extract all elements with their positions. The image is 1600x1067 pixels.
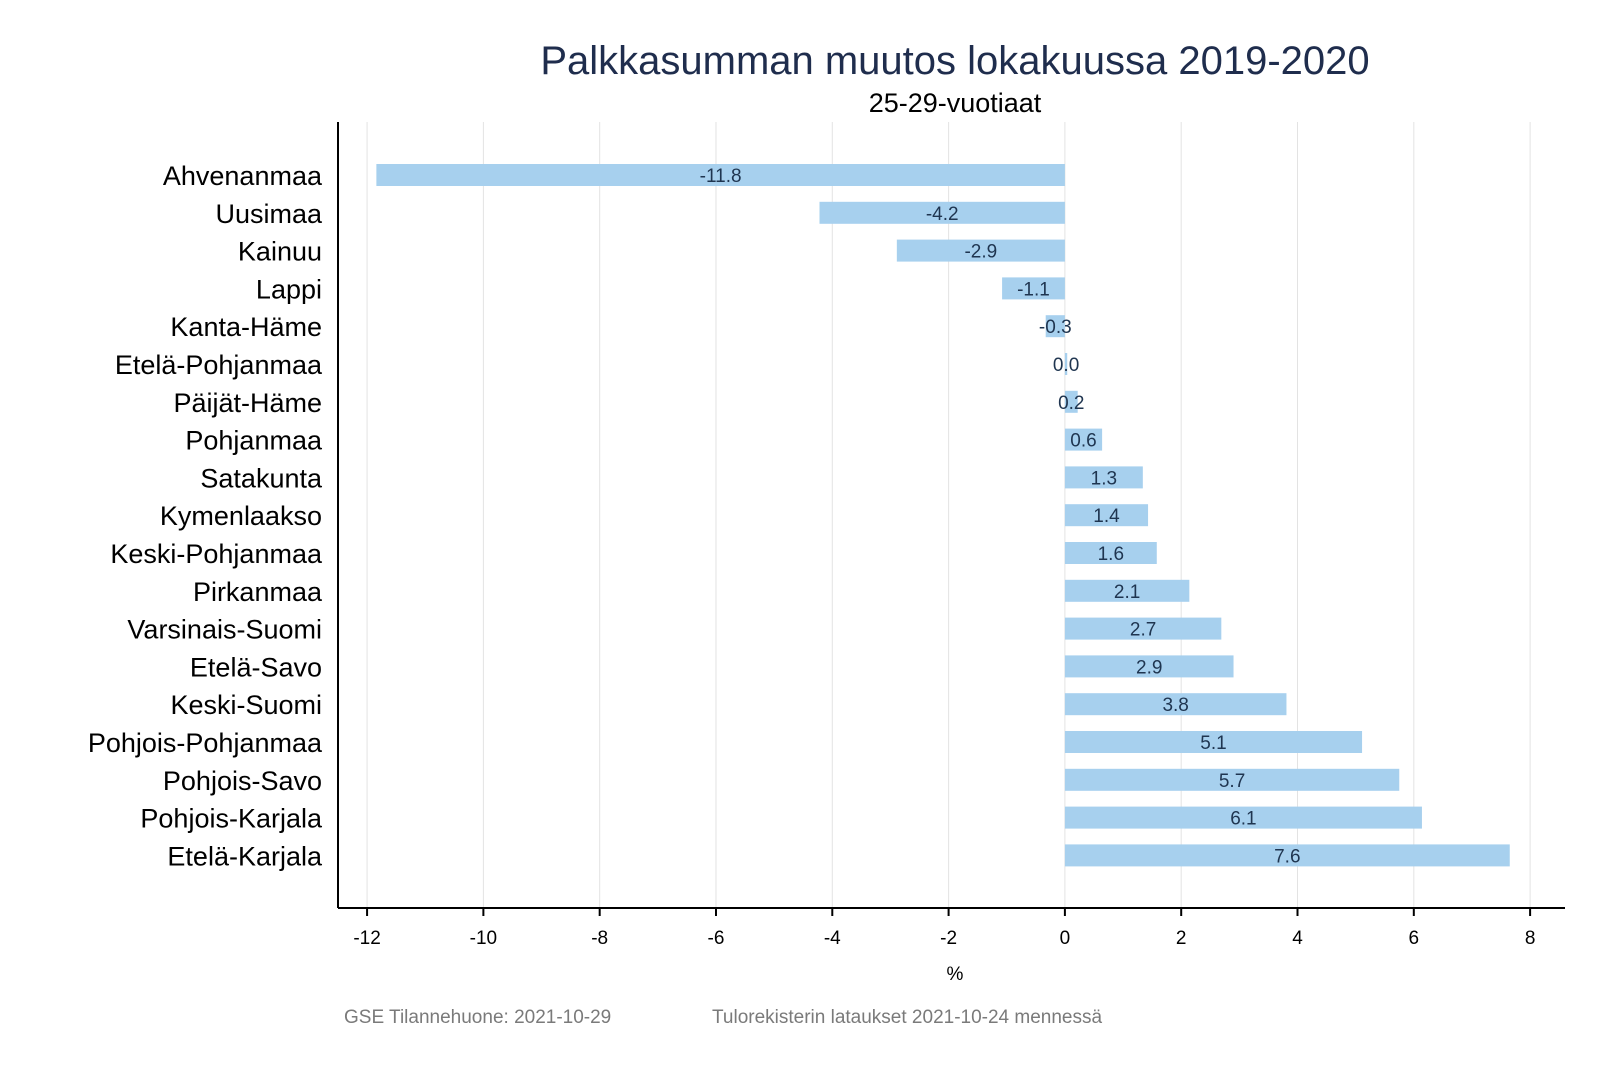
category-label: Kainuu [238,237,322,267]
bars [376,164,1510,867]
bar [1064,844,1510,867]
bar [1064,428,1103,451]
x-tick-label: -12 [353,928,380,949]
category-label: Pohjois-Pohjanmaa [88,728,323,758]
category-label: Keski-Suomi [170,690,322,720]
x-tick-label: -2 [940,928,957,949]
x-axis-label: % [947,964,964,985]
chart-title: Palkkasumman muutos lokakuussa 2019-2020 [540,39,1369,83]
x-tick-label: -6 [708,928,725,949]
x-axis-ticks: -12 -10 -8 -6 -4 -2 0 2 4 6 8 [353,908,1535,949]
bar [1064,579,1190,602]
bar [1064,617,1222,640]
category-label: Etelä-Pohjanmaa [115,350,323,380]
category-label: Päijät-Häme [173,388,322,418]
x-tick-label: 4 [1292,928,1303,949]
bar [819,201,1065,224]
bar-value-label: 6.1 [1230,809,1256,830]
category-label: Satakunta [200,463,323,493]
bar-value-label: -11.8 [700,166,742,187]
bar [1064,542,1157,564]
bar-value-label: 1.4 [1093,506,1120,527]
bar-value-label: 7.6 [1274,846,1300,867]
category-label: Keski-Pohjanmaa [110,539,323,569]
data-labels: -11.8 -4.2-2.9 -1.1 -0.3 0.0 0.2 0.6 1.3 1.4 1.6 2… [700,166,1301,867]
category-label: Pohjanmaa [185,426,323,456]
bar [1064,655,1234,678]
category-label: Etelä-Savo [190,652,322,682]
chart-subtitle: 25-29-vuotiaat [869,88,1042,118]
category-label: Lappi [256,274,322,304]
bar [1002,277,1065,300]
category-labels: Ahvenanmaa Uusimaa Kainuu Lappi Kanta-Häme Et… [88,161,323,871]
bar-value-label: 2.9 [1136,657,1162,678]
x-tick-label: 2 [1176,928,1187,949]
bar-value-label: 1.6 [1098,544,1124,565]
x-tick-label: 0 [1060,928,1071,949]
category-label: Pohjois-Savo [163,766,322,796]
bar-value-label: 0.6 [1070,431,1096,452]
category-label: Uusimaa [215,199,323,229]
bar-value-label: 2.7 [1130,620,1156,641]
bar-value-label: 0.2 [1058,393,1084,414]
bar [1064,504,1149,527]
bar [1064,693,1287,716]
bar-value-label: -0.3 [1039,317,1072,338]
bar-value-label: 3.8 [1162,695,1188,716]
category-label: Ahvenanmaa [163,161,323,191]
x-tick-label: -8 [591,928,608,949]
footer-note: Tulorekisterin lataukset 2021-10-24 menn… [712,1007,1102,1028]
bar [1064,806,1422,829]
category-label: Etelä-Karjala [167,841,323,871]
bar-value-label: 5.7 [1219,771,1245,792]
bar-value-label: -1.1 [1017,279,1050,300]
footer-source: GSE Tilannehuone: 2021-10-29 [344,1007,611,1028]
x-tick-label: -10 [470,928,497,949]
bar [1045,315,1065,338]
category-label: Pohjois-Karjala [140,804,323,834]
x-tick-label: 8 [1525,928,1536,949]
category-label: Varsinais-Suomi [127,615,322,645]
bar-value-label: -4.2 [926,204,959,225]
bar-value-label: 2.1 [1114,582,1140,603]
bar [896,239,1065,262]
bar [1064,768,1400,791]
bar-value-label: 1.3 [1091,468,1117,489]
x-tick-label: -4 [824,928,841,949]
bar-value-label: -2.9 [964,242,997,263]
bar [1064,390,1078,413]
category-label: Pirkanmaa [193,577,323,607]
bar [1064,353,1068,375]
category-label: Kanta-Häme [170,312,322,342]
bar-value-label: 5.1 [1200,733,1226,754]
bar [376,164,1065,186]
bar-value-label: 0.0 [1053,355,1079,376]
bar [1064,466,1143,489]
x-tick-label: 6 [1409,928,1420,949]
category-label: Kymenlaakso [160,501,322,531]
bar [1064,731,1363,753]
